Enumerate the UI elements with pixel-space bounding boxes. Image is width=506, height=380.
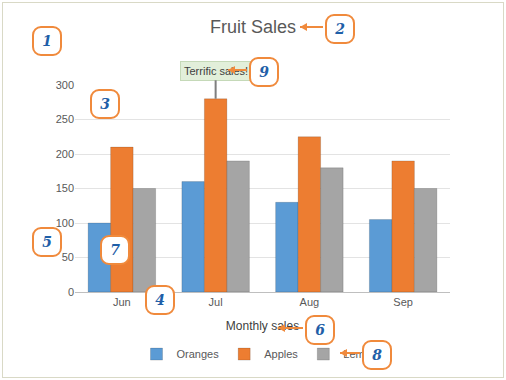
svg-text:Monthly sales: Monthly sales — [226, 319, 299, 333]
html-text:7: 7 — [110, 242, 120, 258]
svg-text:100: 100 — [56, 217, 74, 229]
svg-text:300: 300 — [56, 79, 74, 91]
svg-text:Jun: Jun — [113, 296, 131, 308]
html-text:6: 6 — [315, 322, 325, 338]
html-text:8: 8 — [372, 347, 382, 363]
svg-text:Aug: Aug — [300, 296, 320, 308]
svg-text:200: 200 — [56, 148, 74, 160]
svg-text:250: 250 — [56, 113, 74, 125]
svg-text:Jul: Jul — [209, 296, 223, 308]
html-text:5: 5 — [42, 234, 52, 250]
svg-text:Apples: Apples — [264, 348, 298, 360]
svg-text:Terrific sales!: Terrific sales! — [184, 65, 248, 77]
html-text:2: 2 — [335, 21, 345, 37]
html-text:3: 3 — [100, 96, 110, 112]
svg-text:150: 150 — [56, 182, 74, 194]
html-text:9: 9 — [259, 64, 269, 80]
svg-text:Oranges: Oranges — [177, 348, 220, 360]
svg-text:50: 50 — [62, 251, 74, 263]
svg-text:Sep: Sep — [393, 296, 413, 308]
html-text:4: 4 — [155, 292, 165, 308]
html-text:1: 1 — [42, 33, 52, 49]
svg-text:Fruit Sales: Fruit Sales — [210, 17, 296, 37]
svg-text:0: 0 — [68, 286, 74, 298]
